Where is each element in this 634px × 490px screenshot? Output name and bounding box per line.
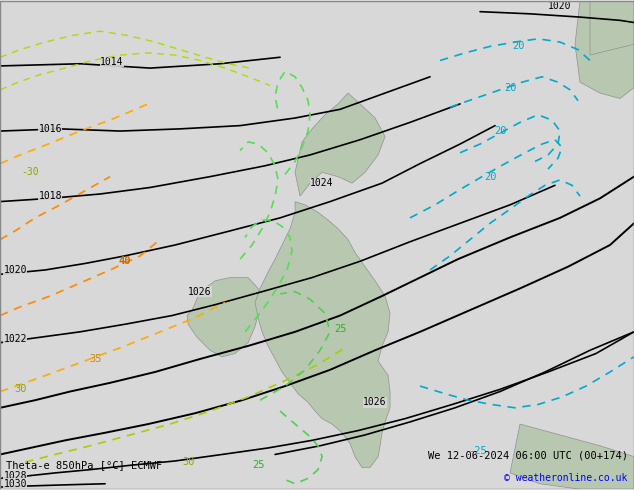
Text: 1026: 1026 — [363, 397, 387, 407]
Text: -30: -30 — [22, 167, 39, 177]
Text: 25: 25 — [334, 323, 346, 334]
Text: 1028: 1028 — [3, 471, 27, 481]
Text: 1024: 1024 — [310, 178, 334, 188]
Polygon shape — [187, 277, 260, 357]
Text: 1014: 1014 — [100, 56, 124, 67]
Polygon shape — [590, 1, 634, 55]
Text: 1018: 1018 — [39, 191, 62, 201]
Text: 30: 30 — [182, 457, 195, 467]
Text: 25: 25 — [252, 460, 264, 470]
Polygon shape — [575, 1, 634, 98]
Polygon shape — [295, 93, 385, 196]
Text: 40: 40 — [119, 256, 131, 266]
Polygon shape — [510, 424, 634, 489]
Text: 1020: 1020 — [3, 265, 27, 275]
Text: 1026: 1026 — [188, 287, 212, 296]
Text: 35: 35 — [89, 354, 101, 364]
Text: 1022: 1022 — [3, 334, 27, 344]
Text: Theta-e 850hPa [°C] ECMWF: Theta-e 850hPa [°C] ECMWF — [6, 461, 162, 470]
Text: -25: -25 — [469, 446, 488, 456]
Text: 20: 20 — [494, 126, 507, 136]
Polygon shape — [255, 201, 390, 467]
Text: We 12-06-2024 06:00 UTC (00+174): We 12-06-2024 06:00 UTC (00+174) — [428, 451, 628, 461]
Text: 1020: 1020 — [548, 1, 572, 11]
Text: 1030: 1030 — [3, 479, 27, 489]
Text: © weatheronline.co.uk: © weatheronline.co.uk — [504, 473, 628, 483]
Text: 20: 20 — [504, 83, 516, 93]
Text: 30: 30 — [14, 384, 27, 394]
Text: 1016: 1016 — [39, 124, 62, 134]
Text: 20: 20 — [512, 41, 524, 51]
Text: 20: 20 — [484, 172, 496, 182]
